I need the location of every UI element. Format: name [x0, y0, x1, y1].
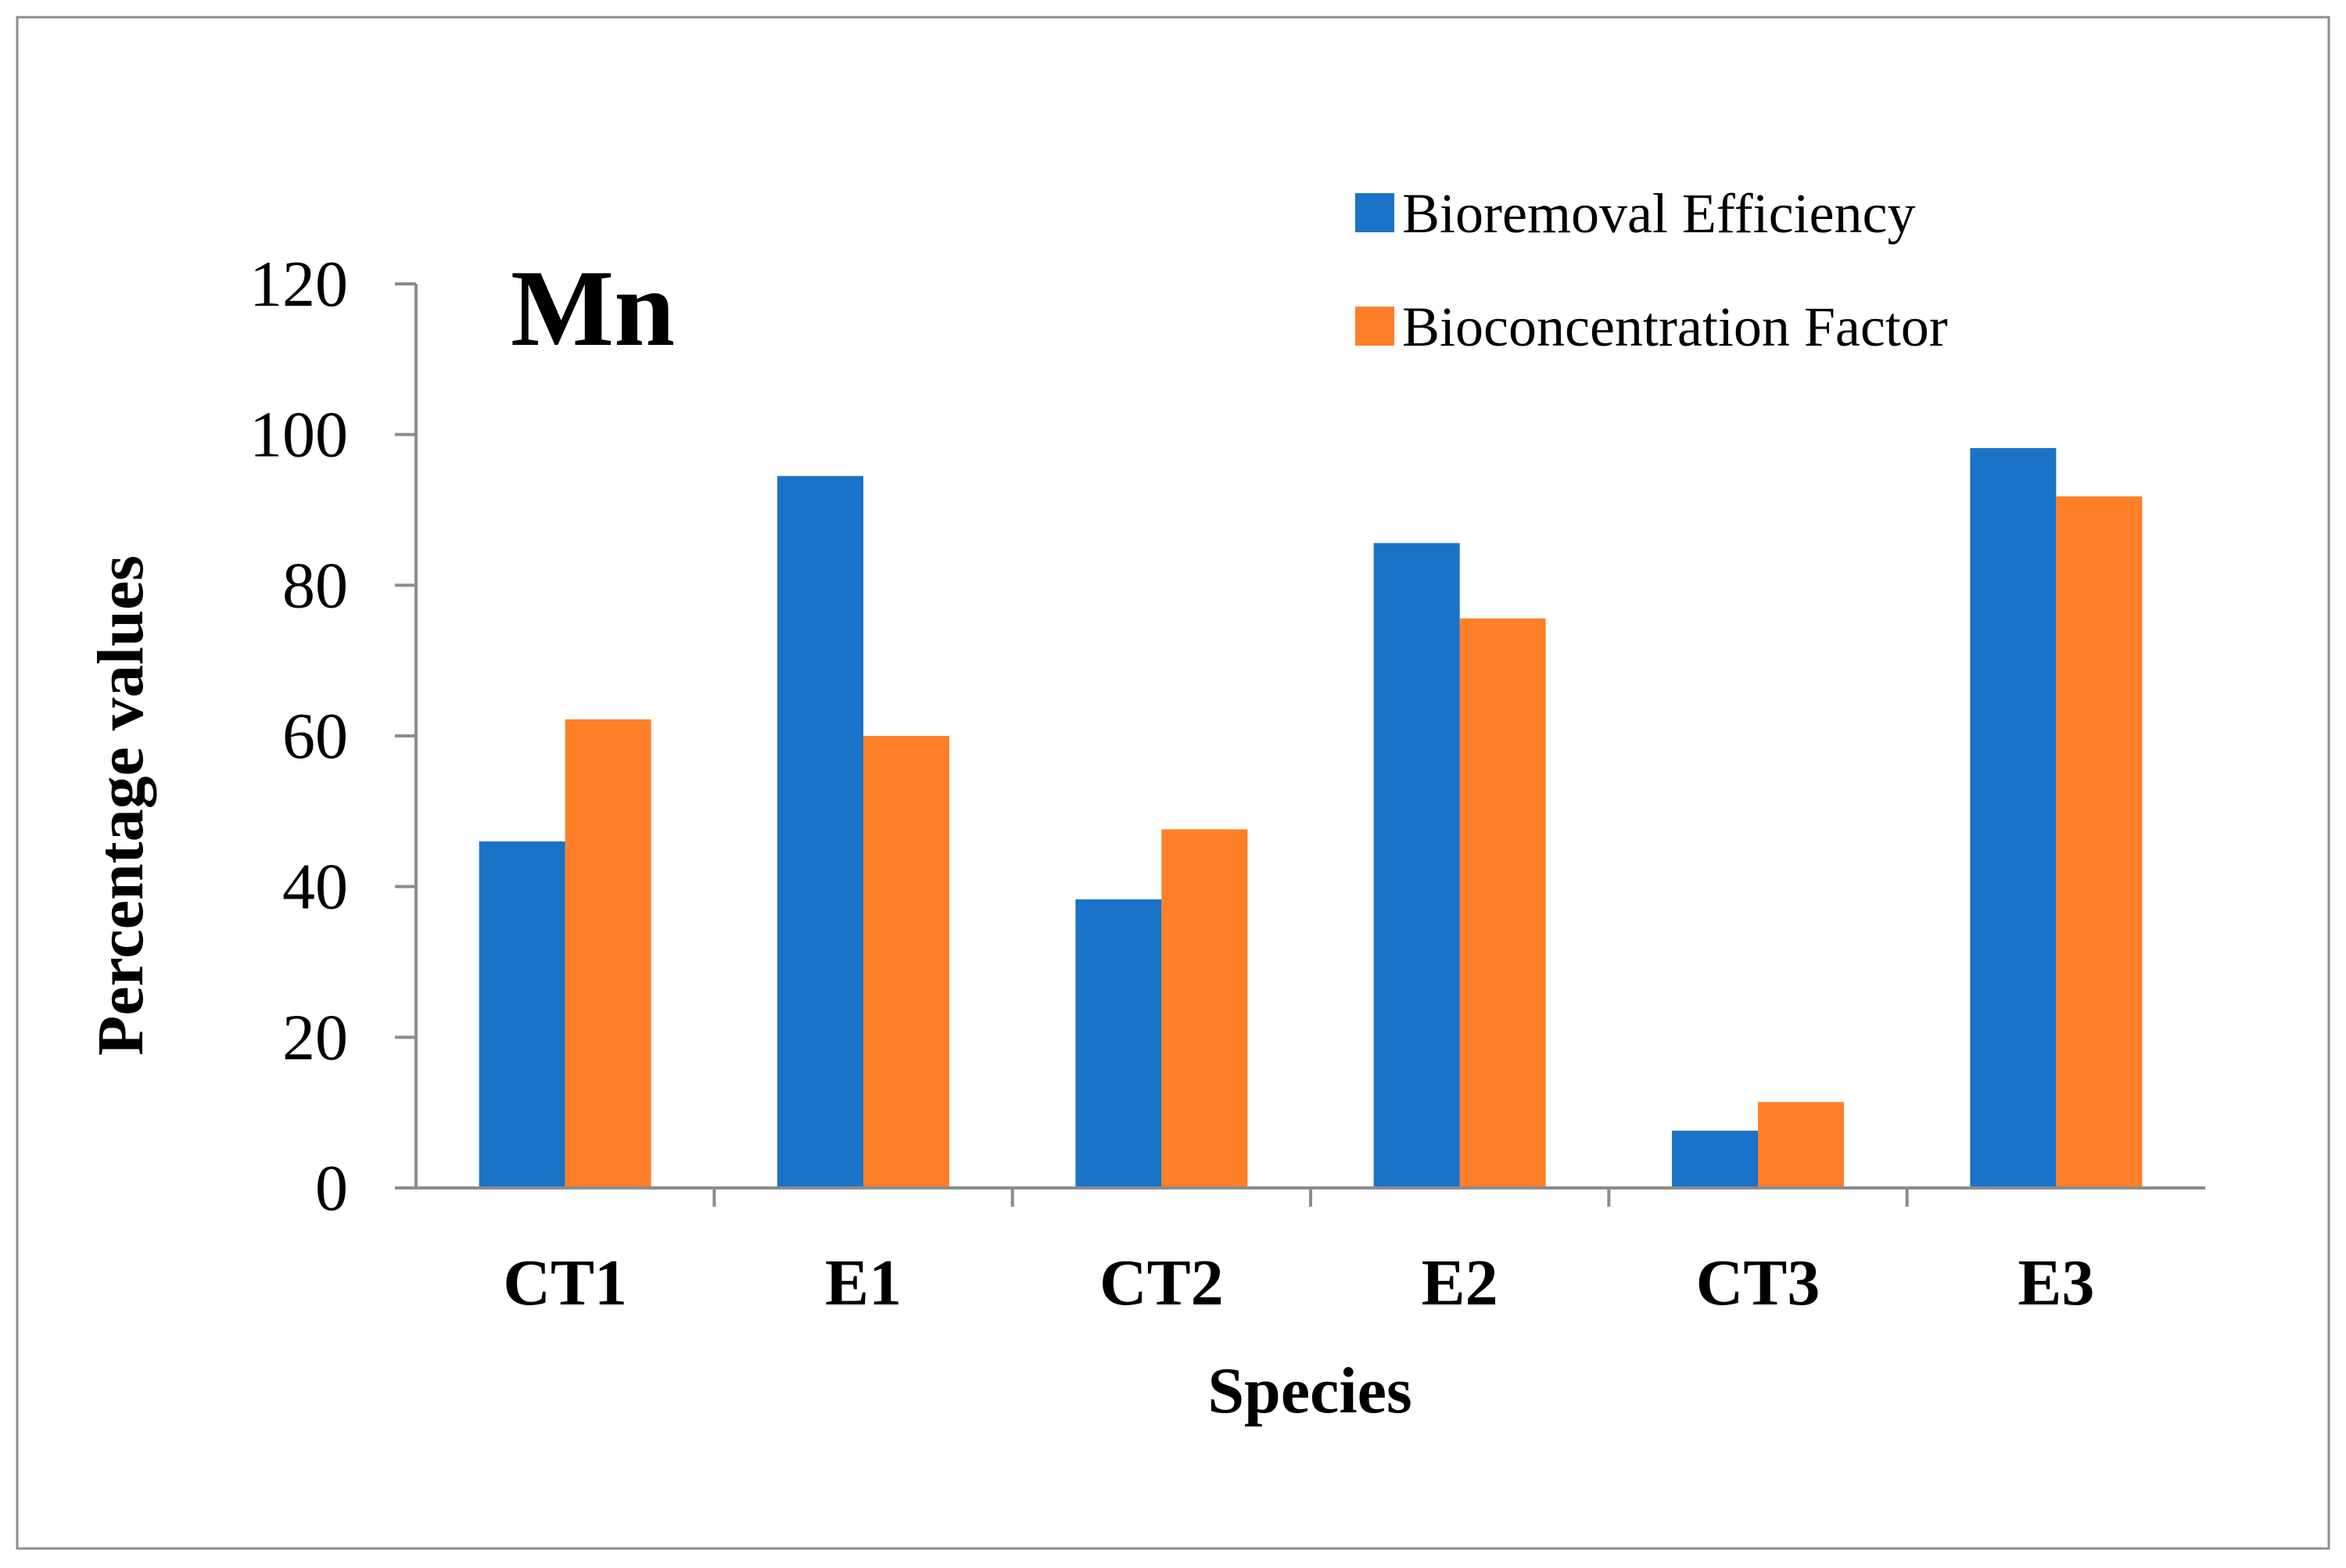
x-tick-label-ct3: CT3 [1696, 1247, 1820, 1319]
legend: Bioremoval Efficiency Bioconcentration Fa… [1355, 182, 1948, 358]
y-tick-label: 20 [282, 1001, 348, 1074]
legend-label-bioconcentration-factor: Bioconcentration Factor [1402, 296, 1948, 358]
y-ticks-group: 0 20 40 60 80 100 120 [249, 248, 416, 1225]
bar-bioremoval-efficiency-e1 [777, 475, 863, 1188]
bar-bioremoval-efficiency-ct1 [479, 841, 565, 1188]
y-tick-label: 40 [282, 851, 348, 924]
chart-title: Mn [511, 248, 675, 369]
y-tick-label: 100 [249, 399, 348, 472]
x-tick-label-ct2: CT2 [1099, 1247, 1224, 1319]
bar-bioremoval-efficiency-e3 [1970, 448, 2057, 1188]
y-tick-label: 60 [282, 700, 348, 773]
bar-bioconcentration-factor-e2 [1459, 618, 1546, 1188]
bar-bioconcentration-factor-e1 [863, 736, 949, 1188]
y-tick-label: 120 [249, 248, 348, 321]
chart-frame [16, 16, 2330, 1550]
bar-bioconcentration-factor-ct3 [1758, 1102, 1844, 1188]
y-axis-title: Percentage values [84, 555, 157, 1056]
bar-bioremoval-efficiency-ct2 [1075, 899, 1162, 1188]
bar-bioconcentration-factor-ct1 [565, 719, 651, 1188]
y-tick-label: 0 [315, 1152, 348, 1225]
x-tick-label-e3: E3 [2018, 1247, 2094, 1319]
x-labels-group: CT1 E1 CT2 E2 CT3 E3 [503, 1188, 2094, 1319]
x-tick-label-e1: E1 [825, 1247, 902, 1319]
bar-bioremoval-efficiency-e2 [1373, 543, 1460, 1188]
legend-swatch-bioconcentration-factor [1355, 307, 1394, 346]
x-axis-title: Species [1207, 1355, 1412, 1427]
legend-swatch-bioremoval-efficiency [1355, 193, 1394, 232]
bars-group [479, 448, 2143, 1188]
bar-bioconcentration-factor-e3 [2056, 496, 2143, 1188]
legend-label-bioremoval-efficiency: Bioremoval Efficiency [1402, 182, 1915, 245]
y-tick-label: 80 [282, 549, 348, 622]
bar-bioconcentration-factor-ct2 [1161, 829, 1248, 1188]
x-tick-label-ct1: CT1 [503, 1247, 627, 1319]
bar-bioremoval-efficiency-ct3 [1672, 1130, 1758, 1188]
x-tick-label-e2: E2 [1422, 1247, 1498, 1319]
